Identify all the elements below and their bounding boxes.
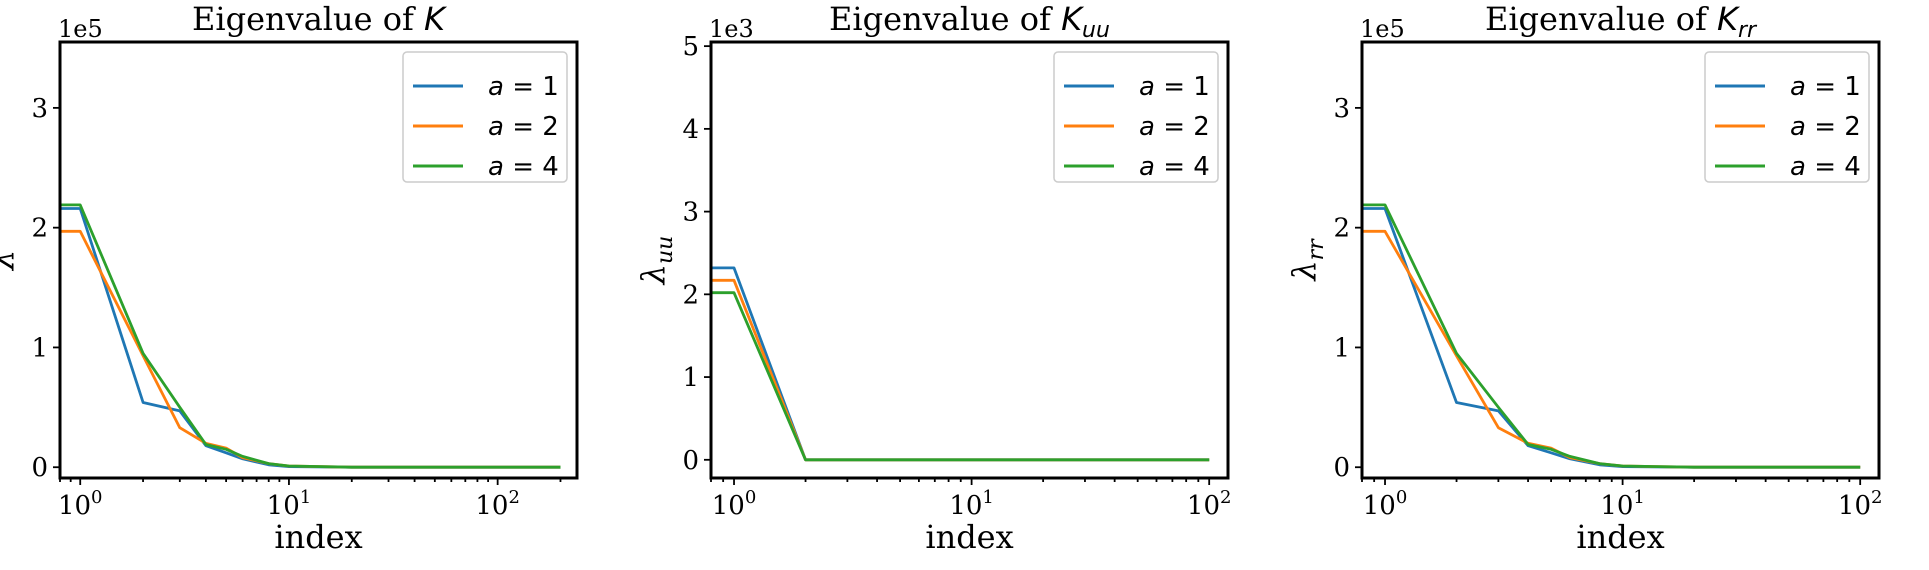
y-offset-text: 1e5 xyxy=(58,15,103,43)
subplot-3: 0 1 2 3 100 101 102 1e5 Eigenvalue of Krr index λr… xyxy=(1285,0,1882,556)
legend-label: a = 4 xyxy=(1790,152,1861,182)
legend-label: a = 4 xyxy=(1139,152,1210,182)
y-tick-label: 3 xyxy=(31,94,48,124)
y-axis-label: λrr xyxy=(1285,238,1329,283)
y-tick-label: 5 xyxy=(682,32,699,62)
axes-frame xyxy=(58,40,579,480)
chart-title: Eigenvalue of Kuu xyxy=(829,0,1110,43)
y-tick-label: 1 xyxy=(1333,333,1350,363)
x-tick-label: 100 xyxy=(1363,487,1408,521)
series-line-a2 xyxy=(711,278,1210,462)
x-tick-label: 102 xyxy=(1187,487,1232,521)
series-line-a4 xyxy=(711,291,1210,462)
y-tick-label: 0 xyxy=(31,453,48,483)
y-offset-text: 1e5 xyxy=(1360,15,1405,43)
x-tick-label: 101 xyxy=(267,487,312,521)
chart-title: Eigenvalue of Krr xyxy=(1485,0,1758,43)
legend-label: a = 1 xyxy=(1790,72,1861,102)
x-axis-label: index xyxy=(925,518,1013,556)
x-tick-label: 100 xyxy=(712,487,757,521)
legend-label: a = 2 xyxy=(1790,112,1861,142)
legend-label: a = 4 xyxy=(488,152,559,182)
series-line-a1 xyxy=(711,266,1210,462)
legend: a = 1 a = 2 a = 4 xyxy=(1704,51,1870,183)
legend-label: a = 2 xyxy=(1139,112,1210,142)
chart-title: Eigenvalue of K xyxy=(192,0,448,38)
y-axis-label: λ xyxy=(0,250,21,272)
x-tick-label: 102 xyxy=(1838,487,1883,521)
y-offset-text: 1e3 xyxy=(709,15,754,43)
x-axis-label: index xyxy=(1576,518,1664,556)
series-line-a4 xyxy=(1362,203,1861,469)
x-tick-label: 101 xyxy=(1600,487,1645,521)
y-tick-label: 2 xyxy=(682,280,699,310)
series-line-a4 xyxy=(60,203,561,469)
y-tick-label: 1 xyxy=(31,333,48,363)
subplot-1: 0 1 2 3 100 101 102 1e5 Eigenvalue of K index λ a =… xyxy=(0,0,579,556)
legend-label: a = 1 xyxy=(1139,72,1210,102)
y-tick-label: 3 xyxy=(682,198,699,228)
axes-frame xyxy=(1360,40,1881,480)
x-tick-label: 101 xyxy=(949,487,994,521)
y-tick-label: 3 xyxy=(1333,94,1350,124)
legend-label: a = 1 xyxy=(488,72,559,102)
y-axis-label: λuu xyxy=(634,236,678,287)
y-tick-label: 2 xyxy=(1333,214,1350,244)
y-tick-label: 1 xyxy=(682,363,699,393)
y-tick-label: 2 xyxy=(31,214,48,244)
legend: a = 1 a = 2 a = 4 xyxy=(402,51,568,183)
series-line-a1 xyxy=(1362,207,1861,469)
y-tick-label: 0 xyxy=(682,446,699,476)
axes-frame xyxy=(709,40,1230,480)
y-tick-label: 4 xyxy=(682,115,699,145)
x-tick-label: 102 xyxy=(475,487,520,521)
y-tick-label: 0 xyxy=(1333,453,1350,483)
x-tick-label: 100 xyxy=(58,487,103,521)
series-line-a2 xyxy=(60,229,561,469)
legend-label: a = 2 xyxy=(488,112,559,142)
legend: a = 1 a = 2 a = 4 xyxy=(1053,51,1219,183)
subplot-2: 0 1 2 3 4 5 100 101 102 1e3 Eigenvalue of Kuu index… xyxy=(634,0,1231,556)
x-axis-label: index xyxy=(274,518,362,556)
